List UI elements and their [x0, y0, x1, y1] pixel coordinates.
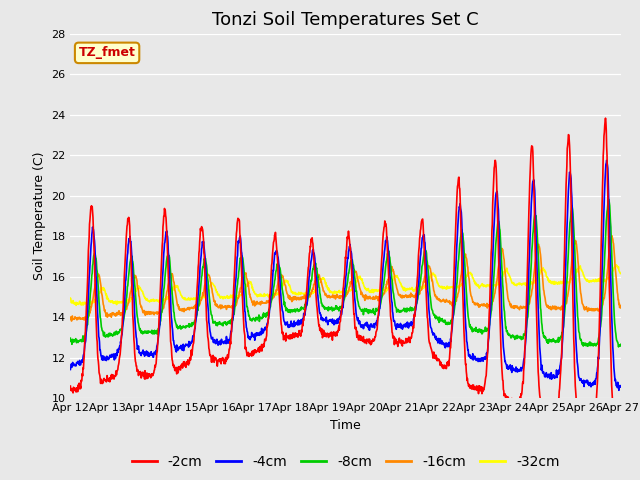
- Title: Tonzi Soil Temperatures Set C: Tonzi Soil Temperatures Set C: [212, 11, 479, 29]
- Y-axis label: Soil Temperature (C): Soil Temperature (C): [33, 152, 45, 280]
- Text: TZ_fmet: TZ_fmet: [79, 47, 136, 60]
- X-axis label: Time: Time: [330, 419, 361, 432]
- Legend: -2cm, -4cm, -8cm, -16cm, -32cm: -2cm, -4cm, -8cm, -16cm, -32cm: [126, 449, 565, 474]
